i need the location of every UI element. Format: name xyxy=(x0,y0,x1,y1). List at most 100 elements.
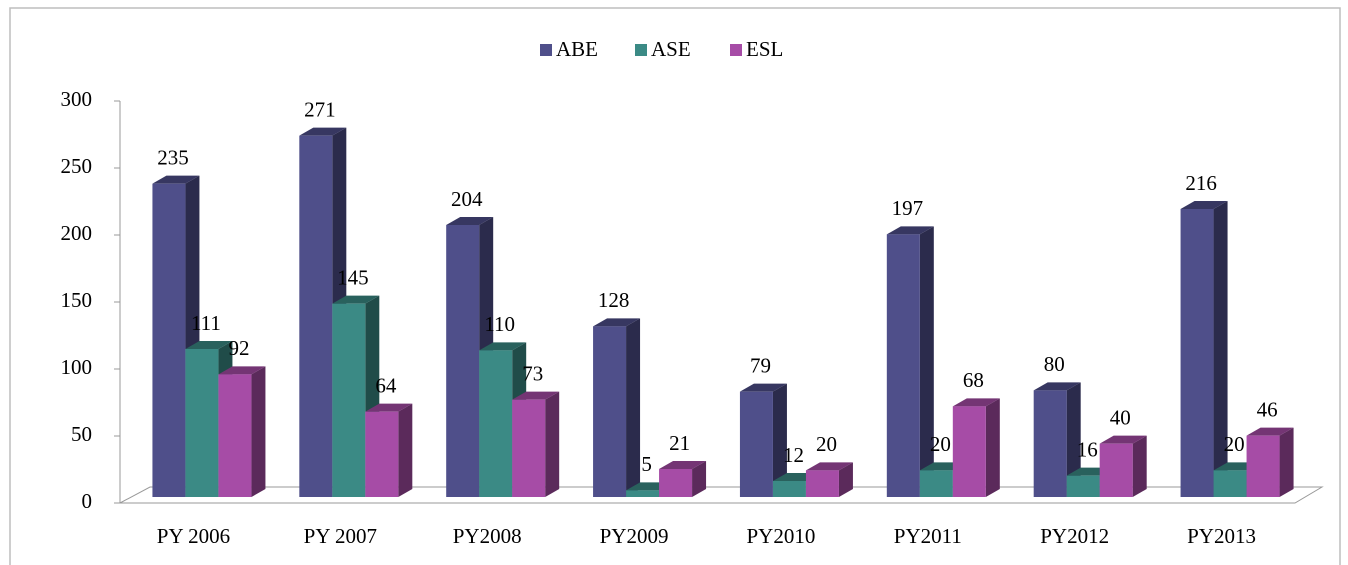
bar xyxy=(1066,475,1100,497)
data-label: 79 xyxy=(750,353,771,377)
bar xyxy=(1180,209,1214,497)
data-label: 20 xyxy=(1224,432,1245,456)
data-label: 46 xyxy=(1257,397,1278,421)
bar-side xyxy=(919,226,934,498)
x-tick-label: PY2010 xyxy=(747,524,816,548)
bar xyxy=(1033,390,1067,497)
y-tick-label: 300 xyxy=(61,87,93,111)
y-tick-label: 0 xyxy=(82,489,93,513)
bar xyxy=(185,349,219,497)
bar xyxy=(886,234,920,498)
data-label: 40 xyxy=(1110,405,1131,429)
data-label: 5 xyxy=(641,452,652,476)
floor xyxy=(119,486,1324,504)
y-tick-label: 100 xyxy=(61,355,93,379)
bar xyxy=(299,135,333,497)
bar xyxy=(152,183,186,497)
bar-top xyxy=(1033,382,1081,391)
bar xyxy=(446,225,480,497)
bar xyxy=(952,406,986,497)
data-label: 21 xyxy=(669,431,690,455)
y-tick-label: 200 xyxy=(61,221,93,245)
bar-top xyxy=(185,341,233,349)
bar xyxy=(772,481,806,497)
x-tick-label: PY2008 xyxy=(453,524,522,548)
bar xyxy=(593,326,627,497)
legend-swatch xyxy=(635,44,647,56)
bar-top xyxy=(299,127,347,136)
bar-top xyxy=(739,383,787,392)
bar-top xyxy=(479,342,527,351)
bar xyxy=(365,411,399,497)
data-label: 12 xyxy=(783,443,804,467)
bar-top xyxy=(593,318,641,327)
data-label: 20 xyxy=(816,432,837,456)
y-tick-label: 250 xyxy=(61,154,93,178)
bar-top xyxy=(365,403,413,412)
bar xyxy=(919,470,953,497)
bar-top xyxy=(1246,427,1294,436)
legend-label: ESL xyxy=(746,37,783,61)
bar-top xyxy=(446,217,494,225)
data-label: 197 xyxy=(892,196,924,220)
data-label: 92 xyxy=(228,336,249,360)
bar xyxy=(1213,470,1247,497)
bar-top xyxy=(886,226,934,235)
bar-side xyxy=(626,318,641,497)
bar-top xyxy=(952,398,1000,407)
chart-frame xyxy=(9,7,1341,565)
legend-label: ASE xyxy=(651,37,691,61)
bar xyxy=(626,490,660,497)
bar-top xyxy=(512,391,560,400)
bar-side xyxy=(838,462,853,497)
bar-top xyxy=(218,366,266,375)
bar xyxy=(218,374,252,497)
bar-top xyxy=(1180,201,1228,209)
bar-top xyxy=(152,175,200,184)
bar xyxy=(805,470,839,497)
data-label: 20 xyxy=(930,432,951,456)
data-label: 73 xyxy=(522,361,543,385)
data-label: 145 xyxy=(337,265,369,289)
data-label: 111 xyxy=(191,311,221,335)
bar-side xyxy=(1213,201,1228,497)
bar xyxy=(1246,435,1280,497)
bar-top xyxy=(659,461,707,469)
data-label: 68 xyxy=(963,368,984,392)
x-tick-label: PY2011 xyxy=(894,524,962,548)
bar xyxy=(332,303,366,497)
bar-top xyxy=(1099,435,1147,444)
bar-side xyxy=(398,403,413,497)
x-tick-label: PY2009 xyxy=(600,524,669,548)
data-label: 235 xyxy=(157,145,189,169)
bar-side xyxy=(1066,382,1081,497)
bar-side xyxy=(985,398,1000,497)
data-label: 271 xyxy=(304,97,336,121)
data-label: 80 xyxy=(1044,352,1065,376)
x-tick-label: PY2013 xyxy=(1187,524,1256,548)
bar xyxy=(479,350,513,497)
bar-side xyxy=(251,366,266,497)
y-tick-label: 150 xyxy=(61,288,93,312)
bar-side xyxy=(692,461,707,497)
legend-swatch xyxy=(730,44,742,56)
x-tick-label: PY 2007 xyxy=(304,524,377,548)
bar xyxy=(512,399,546,497)
x-tick-label: PY2012 xyxy=(1040,524,1109,548)
bar-side xyxy=(1132,435,1147,497)
data-label: 204 xyxy=(451,187,483,211)
legend-label: ABE xyxy=(556,37,598,61)
data-label: 128 xyxy=(598,288,630,312)
data-label: 110 xyxy=(484,312,515,336)
x-tick-label: PY 2006 xyxy=(157,524,230,548)
data-label: 16 xyxy=(1077,437,1098,461)
bar xyxy=(659,469,693,497)
bar-side xyxy=(1279,427,1294,497)
data-label: 64 xyxy=(375,373,397,397)
bar-side xyxy=(545,391,560,497)
bar xyxy=(1099,443,1133,497)
data-label: 216 xyxy=(1185,171,1217,195)
y-tick-label: 50 xyxy=(71,422,92,446)
bar xyxy=(739,391,773,497)
